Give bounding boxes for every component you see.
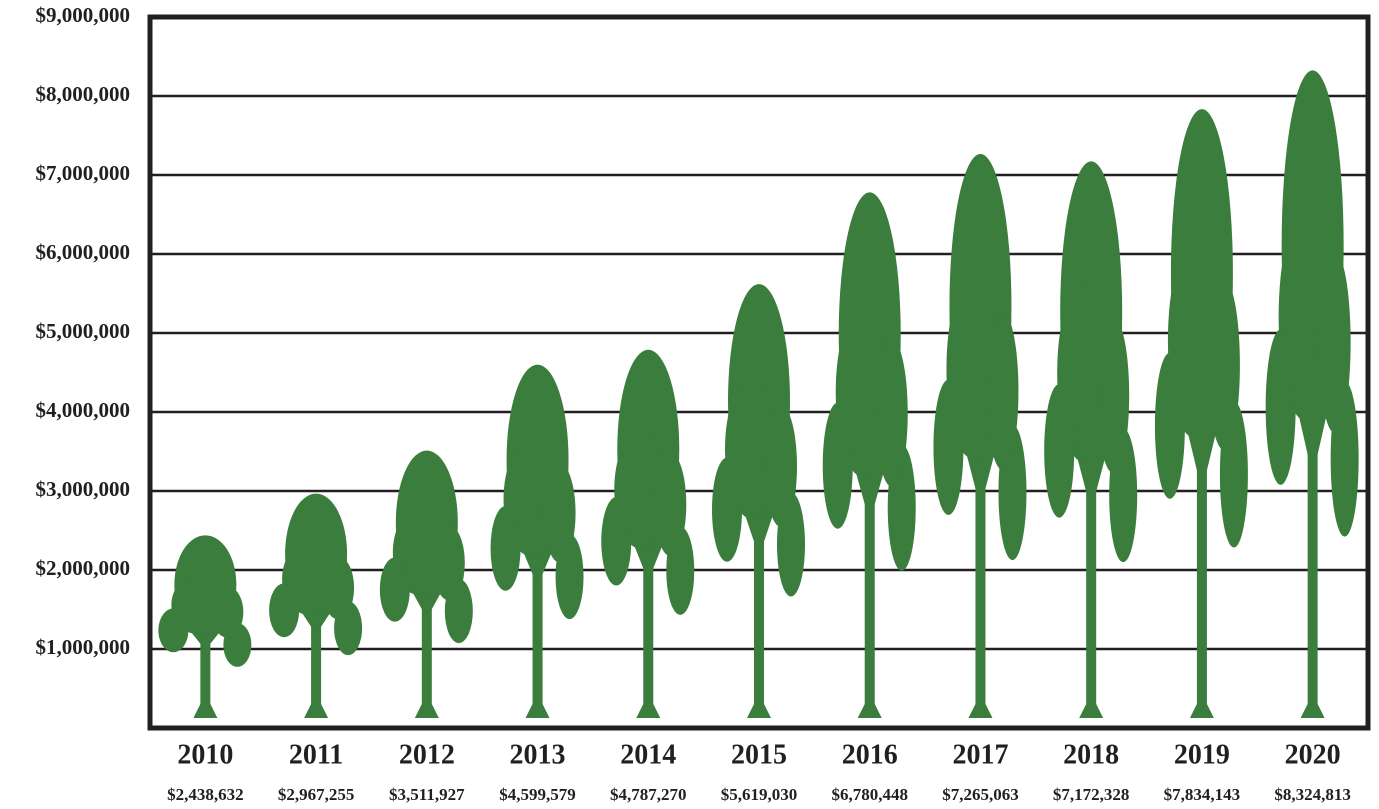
x-tick-label: 2017 [952, 739, 1008, 770]
trunk [754, 435, 764, 718]
roots [1189, 704, 1214, 718]
tree [158, 535, 252, 718]
y-tick-label: $5,000,000 [36, 319, 131, 343]
canopy [322, 556, 355, 620]
canopy [986, 311, 1019, 470]
x-tick-label: 2015 [731, 739, 787, 770]
trunk [200, 599, 211, 718]
value-label: $2,967,255 [278, 785, 355, 804]
tree [1265, 70, 1359, 718]
tree [490, 364, 584, 718]
value-label: $7,265,063 [942, 785, 1019, 804]
canopy [1318, 251, 1351, 434]
canopy-left [1154, 352, 1185, 499]
trunk [975, 351, 986, 718]
x-tick-label: 2016 [842, 739, 898, 770]
tree [1044, 161, 1138, 718]
trunk [1086, 356, 1097, 718]
roots [747, 704, 771, 718]
canopy-left [1044, 384, 1075, 518]
canopy-left [158, 608, 189, 653]
canopy [1207, 279, 1240, 451]
canopy [1097, 317, 1130, 474]
roots [1300, 704, 1325, 718]
y-tick-label: $3,000,000 [36, 477, 131, 501]
canopy-left [269, 583, 300, 638]
canopy-left [933, 379, 964, 515]
roots [304, 704, 329, 718]
x-tick-label: 2020 [1285, 739, 1341, 770]
roots [1079, 704, 1104, 718]
tree [269, 493, 363, 718]
y-tick-label: $2,000,000 [36, 556, 131, 580]
tree [379, 450, 473, 718]
canopy [211, 586, 244, 638]
y-tick-label: $4,000,000 [36, 398, 131, 422]
y-tick-label: $8,000,000 [36, 82, 131, 106]
value-label: $4,787,270 [610, 785, 687, 804]
tree [822, 192, 916, 718]
value-label: $3,511,927 [389, 785, 465, 804]
roots [968, 704, 993, 718]
trunk [643, 478, 654, 718]
trunk [311, 572, 322, 718]
canopy-left [712, 457, 742, 562]
x-tick-label: 2014 [620, 739, 676, 770]
value-label: $7,834,143 [1164, 785, 1241, 804]
canopy-left [822, 402, 853, 529]
tree [712, 284, 805, 718]
tree [933, 154, 1027, 718]
roots [193, 704, 218, 718]
trunk [532, 488, 543, 718]
x-tick-label: 2013 [510, 739, 566, 770]
x-tick-label: 2019 [1174, 739, 1230, 770]
x-tick-label: 2010 [177, 739, 233, 770]
canopy-left [490, 505, 521, 591]
trunk [1196, 322, 1207, 718]
x-tick-label: 2012 [399, 739, 455, 770]
value-label: $7,172,328 [1053, 785, 1130, 804]
canopy [765, 405, 797, 528]
value-label: $2,438,632 [167, 785, 244, 804]
value-label: $4,599,579 [499, 785, 576, 804]
canopy-left [601, 497, 632, 586]
roots [636, 704, 661, 718]
y-tick-label: $7,000,000 [36, 161, 131, 185]
value-label: $6,780,448 [831, 785, 908, 804]
y-tick-label: $6,000,000 [36, 240, 131, 264]
canopy [543, 463, 576, 563]
y-tick-label: $9,000,000 [36, 3, 131, 27]
canopy-left [379, 557, 410, 622]
trunk [864, 376, 875, 718]
canopy-left [1265, 329, 1296, 485]
value-label: $5,619,030 [721, 785, 798, 804]
canopy [432, 525, 465, 601]
x-tick-label: 2018 [1063, 739, 1119, 770]
roots [414, 704, 439, 718]
y-tick-label: $1,000,000 [36, 635, 131, 659]
trunk [1307, 297, 1318, 718]
trunk [421, 544, 432, 718]
tree [601, 349, 695, 718]
value-label: $8,324,813 [1274, 785, 1351, 804]
tree [1154, 109, 1248, 718]
canopy [654, 452, 687, 556]
roots [857, 704, 882, 718]
canopy [875, 339, 908, 487]
x-tick-label: 2011 [289, 739, 343, 770]
roots [525, 704, 550, 718]
